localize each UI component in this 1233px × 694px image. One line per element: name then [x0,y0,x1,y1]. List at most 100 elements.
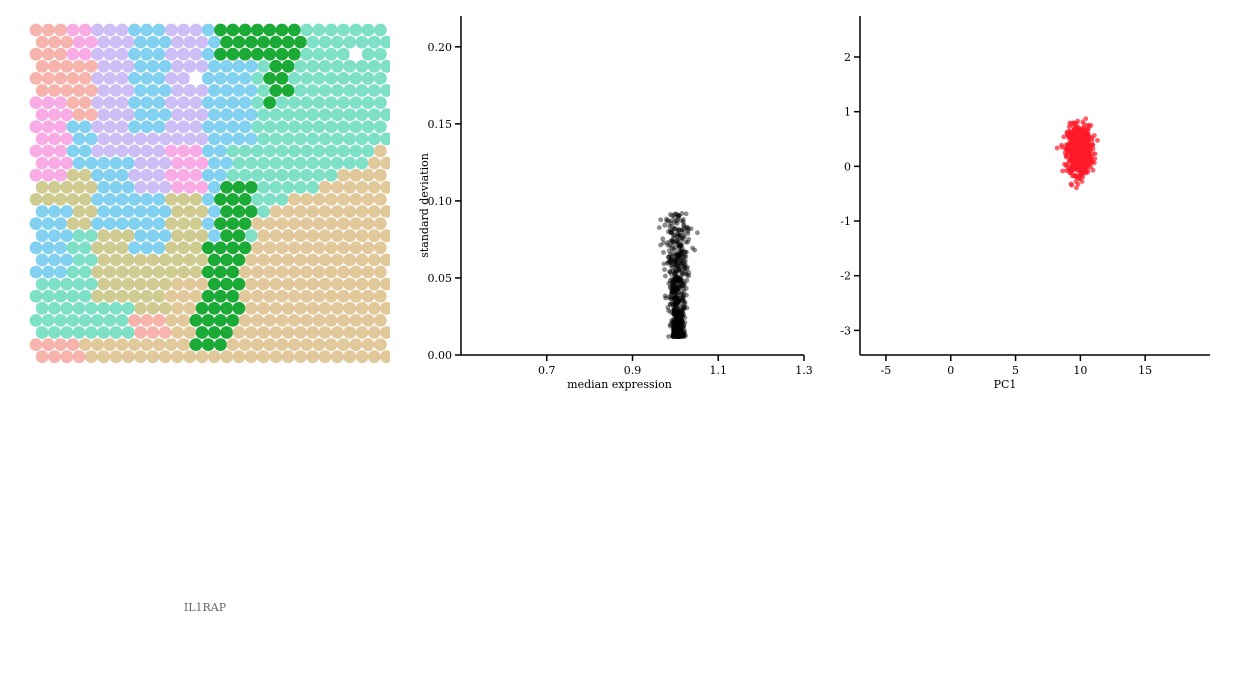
data-point [670,239,676,245]
data-point [673,309,679,315]
data-point [670,268,676,274]
hexagon-cell [152,120,166,134]
data-point [675,274,681,280]
hexagon-cell [238,217,252,231]
hexagon-cell [214,338,227,351]
hexagon-cell [220,229,234,243]
data-point [682,263,687,269]
hexagon-cell [324,47,338,61]
data-point [677,252,683,258]
hexagon-cell [374,120,387,134]
data-point [673,211,679,217]
data-point [680,257,686,263]
data-point [676,213,682,218]
hexagon-cell [238,338,252,351]
hexagon-cell [380,301,390,315]
data-point [676,324,682,330]
hexagon-cell [146,35,160,49]
hexagon-cell [115,47,129,61]
data-point [675,330,681,336]
hexagon-cell [121,205,135,218]
hexagon-cell [294,156,307,170]
hexagon-cell [103,217,117,231]
hexagon-cell [355,350,369,364]
data-point [656,225,662,231]
data-point [681,222,687,227]
data-point [675,319,681,325]
data-point [678,333,684,339]
data-point [678,328,683,333]
hexagon-cell [324,193,338,206]
hexagon-cell [257,35,270,49]
data-point [675,252,681,258]
data-point [674,317,680,323]
data-point [671,284,677,290]
hexagon-cell [183,253,197,267]
hexagon-cell [306,84,320,97]
hexagon-cell [330,205,344,218]
x-tick-label: 1.3 [795,364,813,377]
y-tick-label: 0.00 [428,349,453,362]
data-point [675,322,681,328]
data-point [682,249,688,255]
y-axis-label: standard deviation [418,153,431,258]
data-point [1070,173,1075,179]
hexagon-cell [300,241,313,255]
hexagon-cell [226,289,240,303]
data-point [671,240,677,246]
hexagon-cell [207,108,221,122]
hexagon-cell [164,120,178,134]
data-point [681,289,687,295]
data-point [670,319,675,325]
hexagon-cell [380,326,390,339]
hexagon-cell [183,59,197,73]
data-point [675,231,680,237]
data-point [685,224,691,230]
hexagon-cell [54,193,67,206]
hexagon-cell [318,205,332,218]
data-point [679,249,685,255]
hexagon-cell [164,168,178,182]
data-point [680,298,686,304]
data-point [673,324,679,329]
data-point [677,328,683,334]
hexagon-cell [201,193,215,206]
data-point [672,329,678,335]
hexagon-cell [294,229,307,243]
data-point [674,333,679,338]
data-point [667,212,673,217]
hexagon-cell [312,314,326,327]
hexagon-cell [244,205,258,218]
hexagon-cell [318,180,332,194]
data-point [666,280,672,286]
hexagon-cell [343,326,357,339]
data-point [673,260,679,266]
hexagon-cell [183,277,197,291]
data-point [678,334,684,339]
data-point [675,297,681,303]
hexagon-cell [158,84,172,97]
hexagon-cell [121,326,135,339]
hexagon-cell [275,72,289,85]
hexagon-cell [275,96,289,109]
data-point [672,304,678,310]
data-point [676,232,682,238]
data-point [683,285,689,291]
data-point [668,251,673,257]
data-point [672,333,678,338]
hexagon-cell [312,193,326,206]
data-point [675,213,681,219]
data-point [670,289,675,295]
data-point [676,333,682,339]
data-point [672,308,678,314]
hexagon-cell [41,23,55,37]
data-point [670,311,676,317]
data-point [685,264,690,270]
hexagon-cell [226,23,240,37]
hexagon-cell [91,241,104,255]
hexagon-cell [306,277,320,291]
hexagon-cell [318,350,332,364]
data-point [679,237,684,243]
hexagon-cell [361,289,375,303]
hexagon-cell [226,144,240,158]
